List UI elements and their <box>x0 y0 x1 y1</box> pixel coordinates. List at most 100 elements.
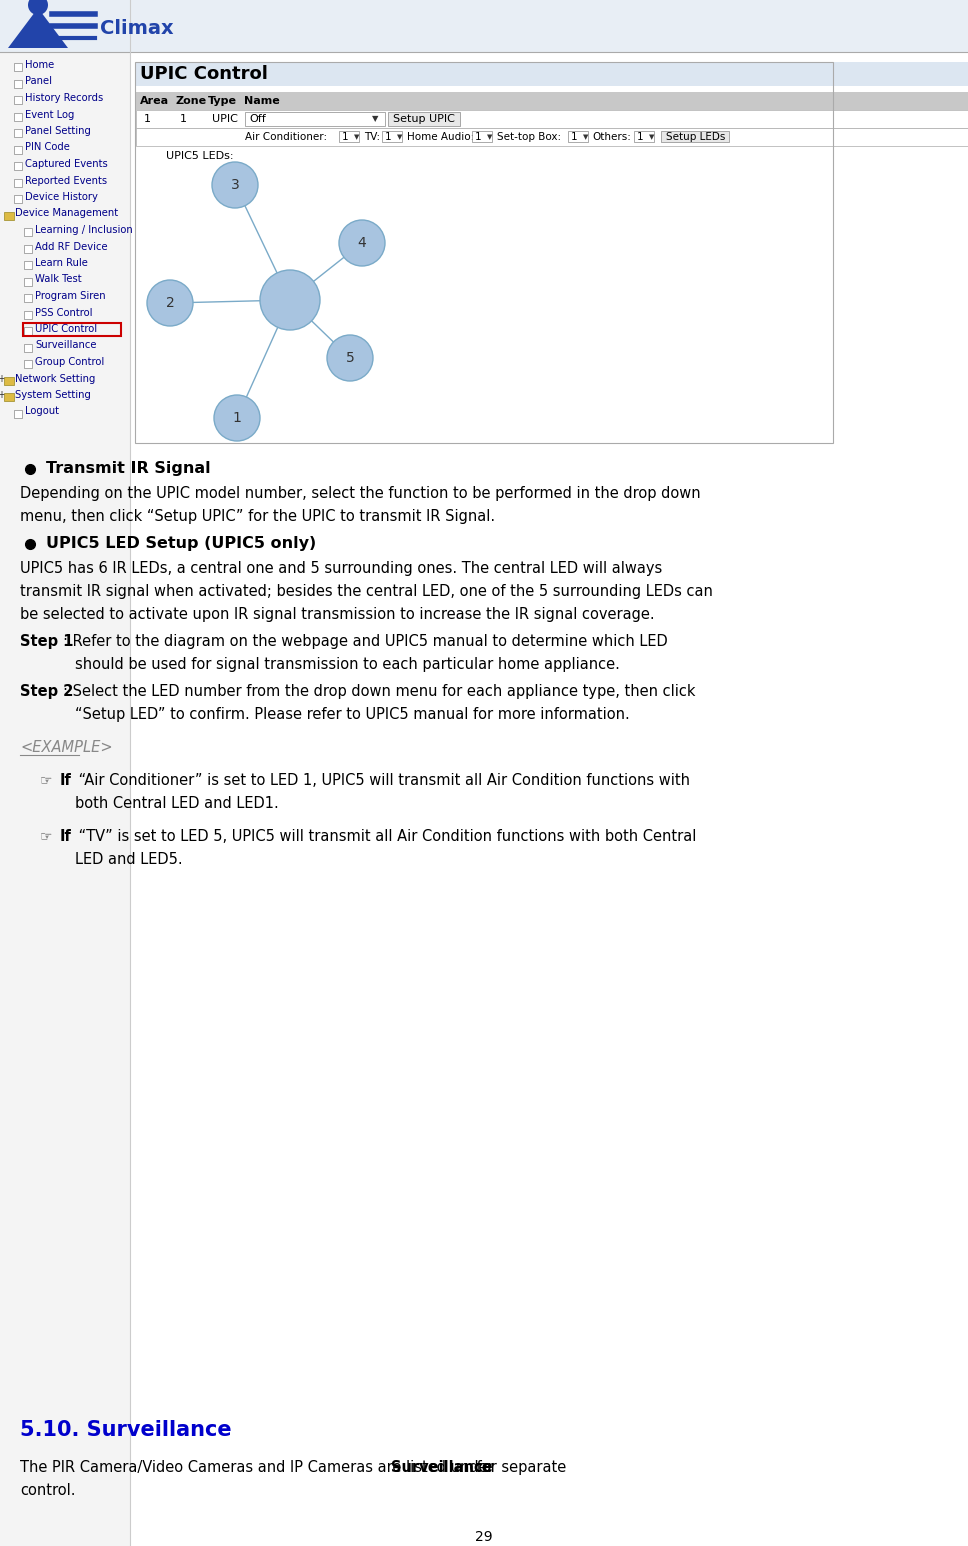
Text: 1: 1 <box>637 131 644 142</box>
Text: UPIC5 LED Setup (UPIC5 only): UPIC5 LED Setup (UPIC5 only) <box>46 536 317 550</box>
FancyBboxPatch shape <box>388 111 460 127</box>
Text: “TV” is set to LED 5, UPIC5 will transmit all Air Condition functions with both : “TV” is set to LED 5, UPIC5 will transmi… <box>74 829 696 844</box>
FancyBboxPatch shape <box>24 227 32 237</box>
FancyBboxPatch shape <box>14 145 22 153</box>
FancyBboxPatch shape <box>24 294 32 301</box>
FancyBboxPatch shape <box>136 128 968 145</box>
FancyBboxPatch shape <box>24 343 32 351</box>
Text: If: If <box>60 773 72 788</box>
FancyBboxPatch shape <box>14 195 22 203</box>
Text: 3: 3 <box>230 178 239 192</box>
FancyBboxPatch shape <box>14 63 22 71</box>
FancyBboxPatch shape <box>24 244 32 252</box>
Text: ▼: ▼ <box>650 135 654 141</box>
Text: both Central LED and LED1.: both Central LED and LED1. <box>75 796 279 812</box>
Text: LED and LED5.: LED and LED5. <box>75 852 183 867</box>
Text: Logout: Logout <box>25 407 59 416</box>
Text: 29: 29 <box>475 1531 493 1544</box>
FancyBboxPatch shape <box>24 328 32 335</box>
FancyBboxPatch shape <box>136 62 968 87</box>
Text: 1: 1 <box>475 131 482 142</box>
FancyBboxPatch shape <box>14 79 22 88</box>
Text: Transmit IR Signal: Transmit IR Signal <box>46 461 211 476</box>
Text: for separate: for separate <box>472 1459 566 1475</box>
Text: +: + <box>0 390 5 400</box>
FancyBboxPatch shape <box>661 131 729 142</box>
FancyBboxPatch shape <box>24 261 32 269</box>
Polygon shape <box>8 8 68 48</box>
Circle shape <box>28 0 48 15</box>
Text: UPIC5 LEDs:: UPIC5 LEDs: <box>166 152 233 161</box>
FancyBboxPatch shape <box>0 53 130 1546</box>
Text: Device Management: Device Management <box>15 209 118 218</box>
FancyBboxPatch shape <box>245 111 385 127</box>
Circle shape <box>327 335 373 380</box>
Text: +: + <box>0 374 5 383</box>
Text: Air Conditioner:: Air Conditioner: <box>245 131 327 142</box>
FancyBboxPatch shape <box>136 110 968 128</box>
Text: be selected to activate upon IR signal transmission to increase the IR signal co: be selected to activate upon IR signal t… <box>20 608 654 621</box>
FancyBboxPatch shape <box>14 96 22 104</box>
Text: Reported Events: Reported Events <box>25 176 107 186</box>
Text: PIN Code: PIN Code <box>25 142 70 153</box>
Text: 2: 2 <box>166 295 174 311</box>
Text: Step 2: Step 2 <box>20 683 74 699</box>
Text: transmit IR signal when activated; besides the central LED, one of the 5 surroun: transmit IR signal when activated; besid… <box>20 584 712 598</box>
Text: UPIC: UPIC <box>212 114 238 124</box>
FancyBboxPatch shape <box>4 393 14 400</box>
Text: Name: Name <box>244 96 280 107</box>
Text: PSS Control: PSS Control <box>35 308 93 317</box>
Text: 1: 1 <box>180 114 187 124</box>
FancyBboxPatch shape <box>0 0 968 53</box>
FancyBboxPatch shape <box>339 131 359 142</box>
Text: Add RF Device: Add RF Device <box>35 241 107 252</box>
Text: should be used for signal transmission to each particular home appliance.: should be used for signal transmission t… <box>75 657 620 673</box>
Text: 1: 1 <box>232 411 241 425</box>
Text: Set-top Box:: Set-top Box: <box>497 131 561 142</box>
Text: ▼: ▼ <box>487 135 493 141</box>
Text: Off: Off <box>249 114 266 124</box>
Text: ▼: ▼ <box>397 135 403 141</box>
FancyBboxPatch shape <box>24 277 32 286</box>
FancyBboxPatch shape <box>567 131 588 142</box>
Text: Surveillance: Surveillance <box>35 340 97 351</box>
Text: Device History: Device History <box>25 192 98 203</box>
Text: “Setup LED” to confirm. Please refer to UPIC5 manual for more information.: “Setup LED” to confirm. Please refer to … <box>75 707 630 722</box>
Text: Captured Events: Captured Events <box>25 159 107 169</box>
Text: ☞: ☞ <box>40 829 52 843</box>
Text: Climax: Climax <box>100 19 173 37</box>
Text: Walk Test: Walk Test <box>35 275 81 284</box>
Text: The PIR Camera/Video Cameras and IP Cameras are listed under: The PIR Camera/Video Cameras and IP Came… <box>20 1459 499 1475</box>
Text: Panel Setting: Panel Setting <box>25 127 91 136</box>
Text: Setup UPIC: Setup UPIC <box>393 114 455 124</box>
FancyBboxPatch shape <box>24 360 32 368</box>
Text: “Air Conditioner” is set to LED 1, UPIC5 will transmit all Air Condition functio: “Air Conditioner” is set to LED 1, UPIC5… <box>74 773 690 788</box>
Text: Network Setting: Network Setting <box>15 374 96 383</box>
FancyBboxPatch shape <box>472 131 492 142</box>
Text: TV:: TV: <box>364 131 379 142</box>
Text: menu, then click “Setup UPIC” for the UPIC to transmit IR Signal.: menu, then click “Setup UPIC” for the UP… <box>20 509 495 524</box>
Text: UPIC5 has 6 IR LEDs, a central one and 5 surrounding ones. The central LED will : UPIC5 has 6 IR LEDs, a central one and 5… <box>20 561 662 577</box>
Text: : Select the LED number from the drop down menu for each appliance type, then cl: : Select the LED number from the drop do… <box>63 683 695 699</box>
FancyBboxPatch shape <box>14 128 22 138</box>
FancyBboxPatch shape <box>382 131 402 142</box>
Text: Event Log: Event Log <box>25 110 75 119</box>
Text: History Records: History Records <box>25 93 104 104</box>
Text: If: If <box>60 829 72 844</box>
FancyBboxPatch shape <box>24 311 32 318</box>
Circle shape <box>147 280 193 326</box>
FancyBboxPatch shape <box>4 212 14 220</box>
Circle shape <box>214 394 260 441</box>
Text: Depending on the UPIC model number, select the function to be performed in the d: Depending on the UPIC model number, sele… <box>20 485 701 501</box>
Text: Step 1: Step 1 <box>20 634 74 649</box>
Circle shape <box>339 220 385 266</box>
Text: ▼: ▼ <box>583 135 588 141</box>
Text: ▼: ▼ <box>372 114 378 124</box>
Text: Program Siren: Program Siren <box>35 291 106 301</box>
Text: : Refer to the diagram on the webpage and UPIC5 manual to determine which LED: : Refer to the diagram on the webpage an… <box>63 634 667 649</box>
Text: 1: 1 <box>144 114 151 124</box>
FancyBboxPatch shape <box>14 178 22 187</box>
Text: 1: 1 <box>342 131 348 142</box>
Text: Surveillance: Surveillance <box>391 1459 493 1475</box>
Text: UPIC Control: UPIC Control <box>140 65 268 83</box>
